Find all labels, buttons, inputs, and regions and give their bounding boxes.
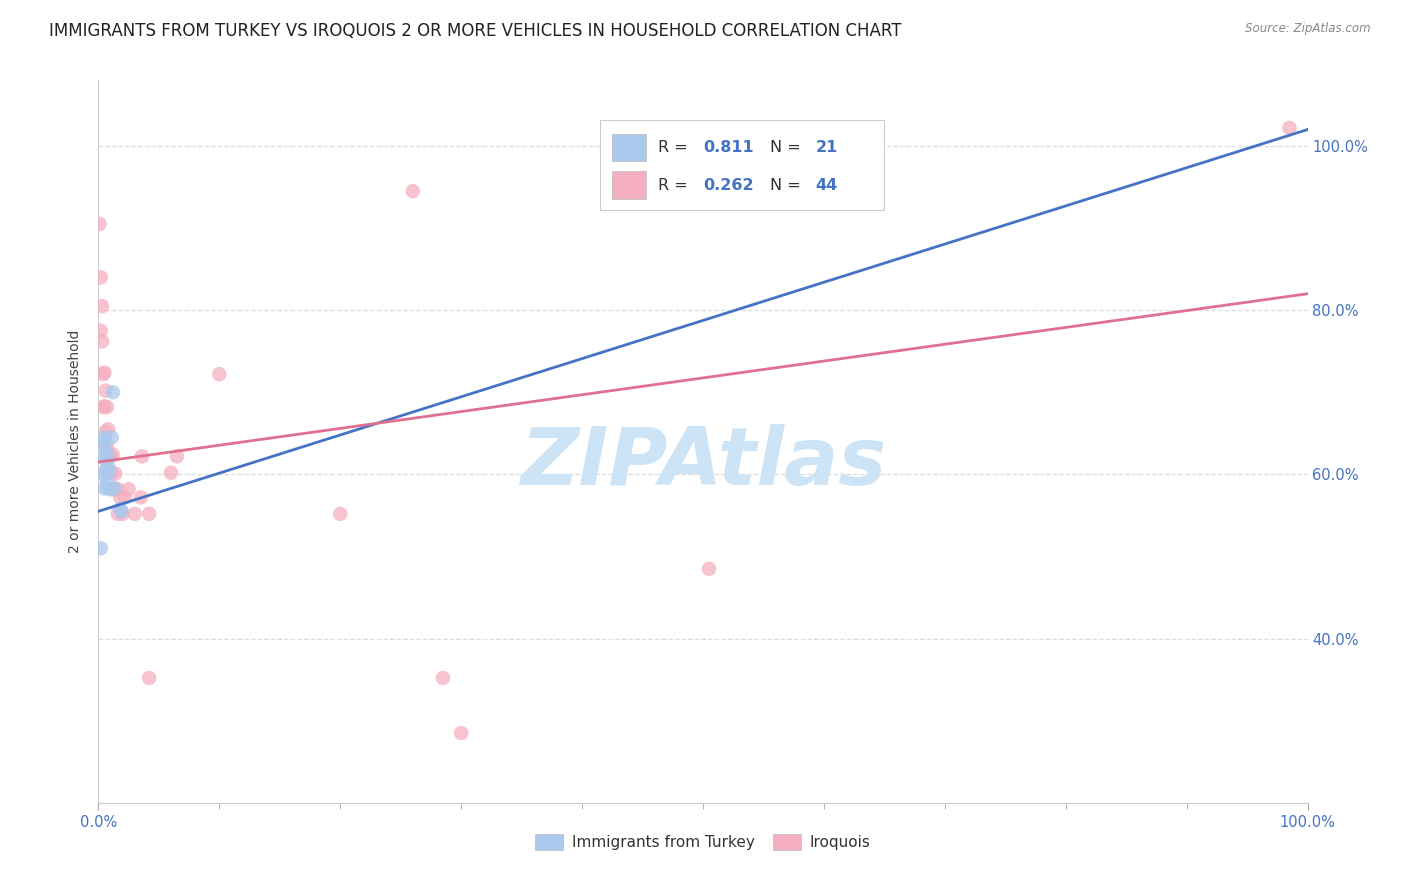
Point [90, 270, 112, 285]
Point [89, 217, 111, 231]
FancyBboxPatch shape [613, 171, 647, 199]
Text: Source: ZipAtlas.com: Source: ZipAtlas.com [1246, 22, 1371, 36]
Point [98, 450, 121, 464]
Text: IMMIGRANTS FROM TURKEY VS IROQUOIS 2 OR MORE VEHICLES IN HOUSEHOLD CORRELATION C: IMMIGRANTS FROM TURKEY VS IROQUOIS 2 OR … [49, 22, 901, 40]
Point [129, 491, 152, 505]
Point [96, 400, 118, 414]
Point [97, 422, 120, 436]
Point [94, 384, 117, 398]
Point [91, 334, 114, 349]
Point [91, 450, 114, 465]
Point [138, 507, 160, 521]
Point [90, 541, 112, 556]
Point [94, 463, 117, 477]
Point [100, 482, 122, 496]
Point [104, 482, 127, 496]
Point [329, 507, 352, 521]
Point [96, 450, 118, 465]
Point [208, 368, 231, 382]
Point [97, 481, 120, 495]
Point [860, 127, 883, 141]
Point [107, 507, 129, 521]
Point [103, 482, 125, 496]
Point [124, 507, 146, 521]
Point [101, 385, 124, 400]
Point [97, 459, 120, 474]
Point [108, 501, 131, 516]
Point [96, 447, 118, 461]
Point [93, 366, 115, 380]
Text: R =: R = [658, 178, 693, 193]
Text: N =: N = [769, 140, 806, 155]
Point [98, 466, 121, 480]
Point [114, 491, 136, 505]
Point [138, 671, 160, 685]
Point [101, 482, 124, 496]
Legend: Immigrants from Turkey, Iroquois: Immigrants from Turkey, Iroquois [529, 829, 877, 856]
FancyBboxPatch shape [600, 120, 884, 211]
Point [97, 450, 120, 464]
Text: ZIPAtlas: ZIPAtlas [520, 425, 886, 502]
Text: 21: 21 [815, 140, 838, 155]
Point [90, 324, 112, 338]
Point [108, 491, 131, 505]
Point [110, 504, 132, 518]
Y-axis label: 2 or more Vehicles in Household: 2 or more Vehicles in Household [69, 330, 83, 553]
Point [93, 430, 115, 444]
Point [93, 399, 115, 413]
Point [100, 466, 122, 480]
Point [94, 425, 117, 439]
Point [107, 482, 129, 496]
Text: 0.262: 0.262 [703, 178, 754, 193]
Point [166, 450, 188, 464]
Point [91, 368, 114, 382]
Point [101, 448, 124, 462]
Text: N =: N = [769, 178, 806, 193]
Point [96, 474, 118, 488]
Point [1278, 120, 1301, 135]
Point [96, 440, 118, 454]
Point [93, 467, 115, 482]
Text: 44: 44 [815, 178, 838, 193]
Point [402, 184, 425, 198]
Text: 0.811: 0.811 [703, 140, 754, 155]
Point [98, 465, 121, 479]
Point [160, 466, 183, 480]
Point [697, 562, 720, 576]
Point [91, 299, 114, 313]
Point [100, 430, 122, 444]
Point [432, 671, 454, 685]
Point [450, 726, 472, 740]
Point [104, 467, 127, 481]
Point [103, 481, 125, 495]
Point [94, 434, 117, 449]
Text: R =: R = [658, 140, 693, 155]
Point [91, 439, 114, 453]
Point [131, 450, 153, 464]
FancyBboxPatch shape [613, 134, 647, 161]
Point [111, 507, 134, 521]
Point [91, 400, 114, 414]
Point [118, 482, 141, 496]
Point [100, 450, 122, 464]
Point [93, 481, 115, 495]
